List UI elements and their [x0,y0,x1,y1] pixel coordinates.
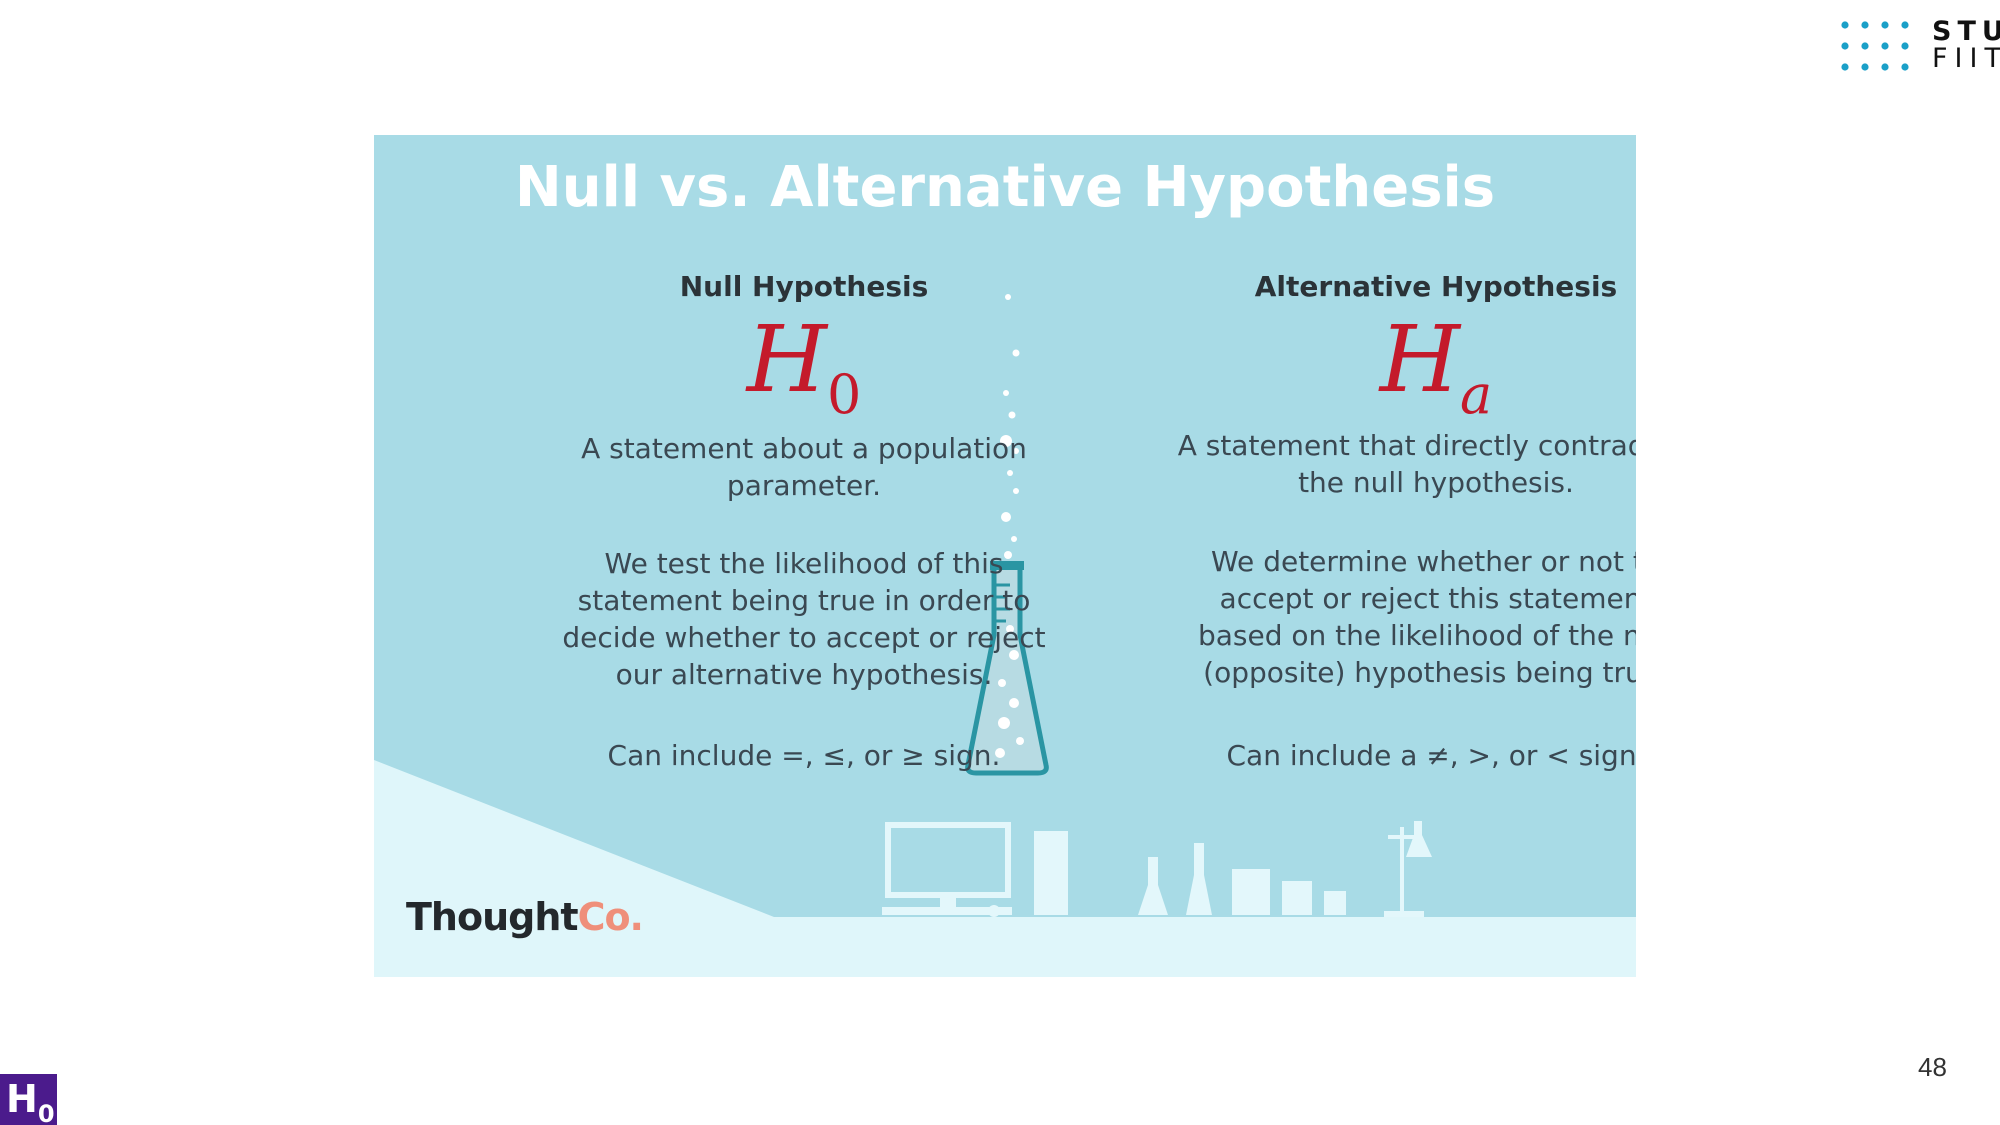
alt-symbol-main: H [1379,306,1461,413]
null-purpose-text: We test the likelihood of this statement… [562,547,1046,691]
lab-illustration [374,294,1636,977]
hypothesis-infographic: Null vs. Alternative Hypothesis Null Hyp… [374,135,1636,977]
alternative-purpose-text: We determine whether or not to accept or… [1197,545,1636,689]
stu-fiit-logo: STU FIIT [1840,18,2000,74]
logo-line-1: STU [1932,16,2000,47]
null-hypothesis-heading: Null Hypothesis [679,270,929,303]
null-signs-text: Can include =, ≤, or ≥ sign. [607,739,1001,772]
alternative-hypothesis-heading: Alternative Hypothesis [1254,270,1618,303]
page-number: 48 [1918,1052,1947,1082]
null-definition-text: A statement about a population parameter… [581,432,1027,502]
thoughtco-logo-part2: Co. [577,895,644,939]
thoughtco-logo-part1: Thought [406,895,579,939]
logo-dots-icon [1841,21,1909,71]
null-hypothesis-symbol: H0 [544,305,1064,428]
badge-subscript: 0 [37,1100,55,1125]
infographic-title: Null vs. Alternative Hypothesis [514,155,1496,220]
null-symbol-main: H [746,306,827,413]
thoughtco-logo: ThoughtCo. [406,895,644,939]
alternative-definition-text: A statement that directly contradicts th… [1177,429,1636,499]
badge-main: H [6,1077,38,1121]
h0-badge: H0 [0,1074,57,1125]
logo-wordmark: STU FIIT [1932,18,2000,72]
alternative-hypothesis-symbol: Ha [1176,305,1636,428]
alt-symbol-subscript: a [1460,363,1493,426]
logo-line-2: FIIT [1932,43,2000,74]
alternative-signs-text: Can include a ≠, >, or < sign. [1226,739,1637,772]
null-symbol-subscript: 0 [826,363,862,426]
